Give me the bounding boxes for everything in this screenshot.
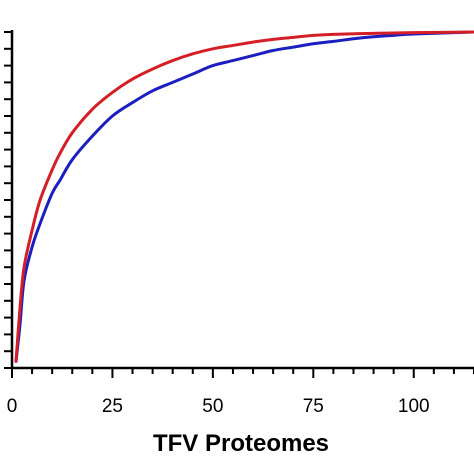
x-tick-label: 100 xyxy=(398,396,430,417)
series-line-red xyxy=(14,30,474,363)
x-axis: 0 25 50 75 100 xyxy=(7,366,474,417)
x-tick-label: 25 xyxy=(102,396,123,417)
y-axis xyxy=(4,30,14,369)
series-line-blue xyxy=(14,30,474,363)
x-tick-label: 75 xyxy=(303,396,324,417)
x-axis-title: TFV Proteomes xyxy=(153,430,329,457)
x-tick-label: 50 xyxy=(202,396,223,417)
x-tick-label: 0 xyxy=(7,396,18,417)
series-layer xyxy=(14,30,474,363)
